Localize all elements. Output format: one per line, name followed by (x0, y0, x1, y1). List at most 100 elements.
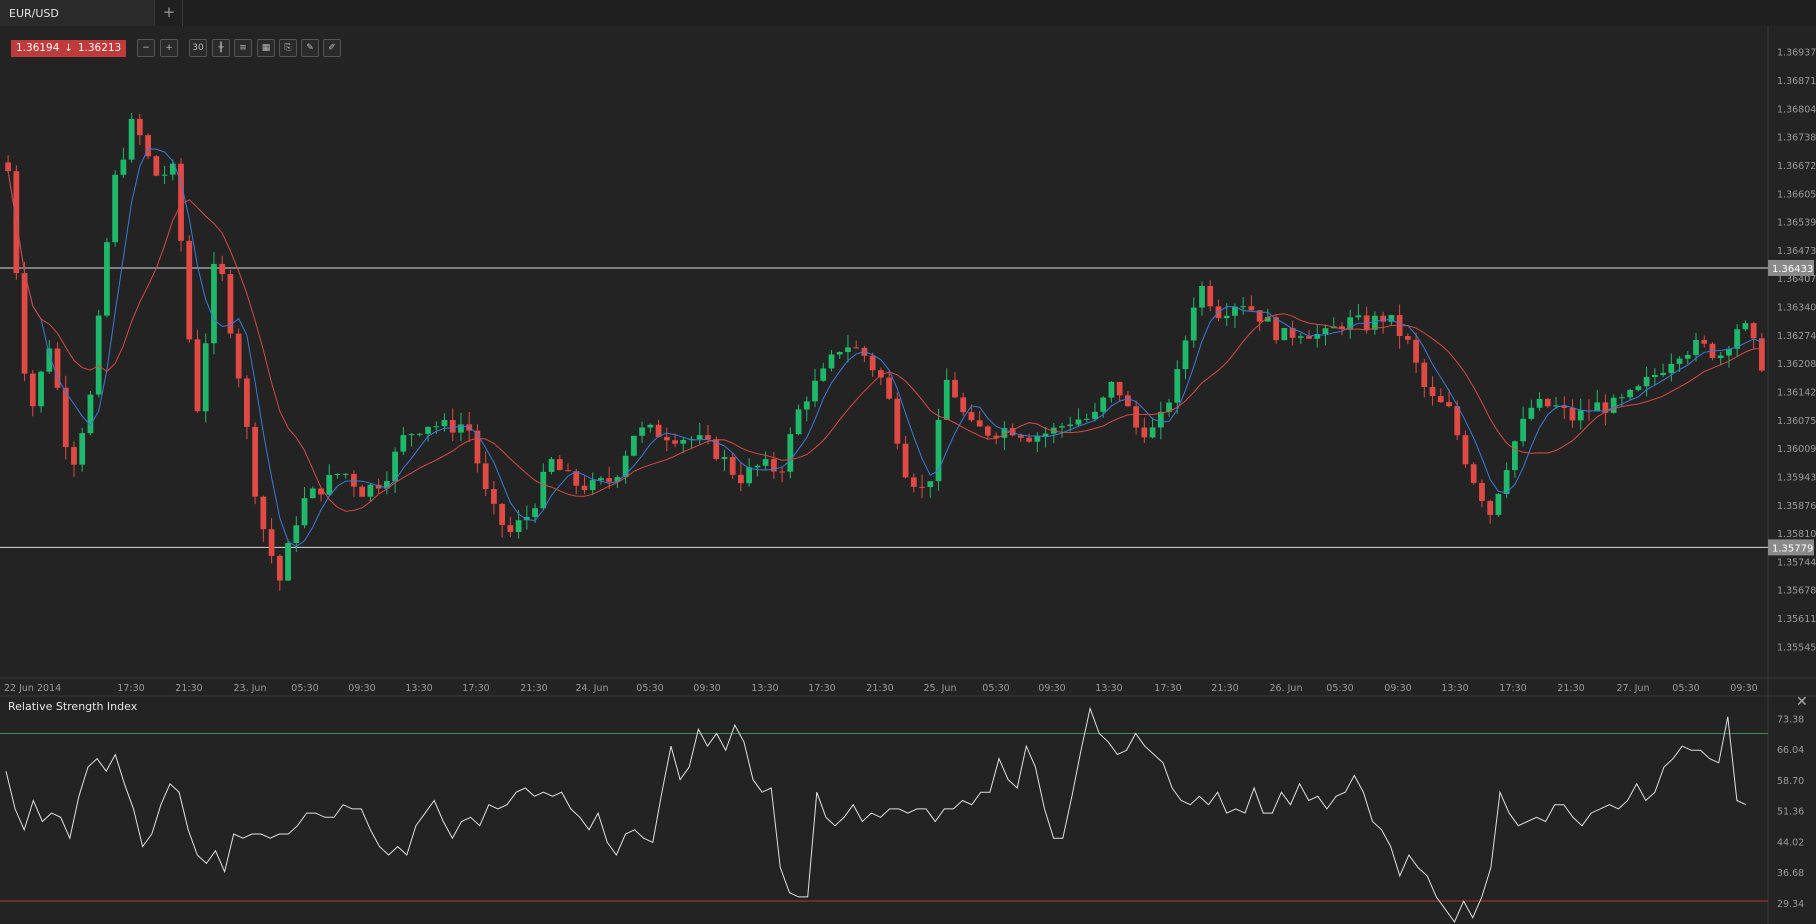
rsi-y-tick-label: 44.02 (1777, 837, 1804, 848)
pencil-icon[interactable]: ✐ (323, 39, 341, 57)
y-tick-label: 1.35876 (1777, 501, 1816, 512)
candle-body (1075, 419, 1082, 425)
candle-body (1602, 402, 1609, 413)
candle-body (1536, 398, 1543, 408)
candle-body (367, 484, 374, 497)
x-tick-label: 17:30 (1499, 683, 1526, 694)
bid-price: 1.36194 (16, 42, 60, 54)
x-tick-label: 13:30 (751, 683, 778, 694)
rsi-y-tick-label: 29.34 (1777, 899, 1804, 910)
candle-body (499, 503, 506, 526)
zoom-out-icon[interactable]: − (137, 39, 155, 57)
candle-body (943, 379, 950, 420)
tab-eurusd[interactable]: EUR/USD (0, 0, 155, 26)
candle-body (803, 401, 810, 410)
candles-group (5, 112, 1765, 591)
y-tick-label: 1.36804 (1777, 104, 1816, 115)
candle-body (935, 419, 942, 482)
candle-body (1479, 482, 1485, 502)
candle-body (696, 435, 703, 440)
candle-body (351, 473, 357, 487)
candle-body (738, 474, 744, 484)
candle-body (672, 440, 678, 444)
candle-body (754, 465, 761, 468)
candle-body (1429, 386, 1436, 397)
candle-body (556, 459, 563, 471)
x-tick-label: 17:30 (462, 683, 489, 694)
candle-body (581, 485, 588, 491)
candle-body (1413, 339, 1419, 363)
y-tick-label: 1.35810 (1777, 529, 1816, 540)
indicators-icon[interactable]: ≡ (234, 39, 252, 57)
candle-body (1149, 427, 1156, 438)
candle-body (1577, 410, 1584, 421)
candle-body (211, 263, 217, 344)
tab-label: EUR/USD (9, 7, 59, 20)
candle-body (985, 426, 991, 436)
x-tick-label: 26. Jun (1270, 683, 1303, 694)
price-line-label-bg (1768, 259, 1814, 276)
x-tick-label: 17:30 (808, 683, 835, 694)
candle-body (622, 455, 629, 478)
candle-body (680, 439, 687, 444)
candle-body (178, 163, 184, 241)
candle-body (1306, 336, 1312, 339)
candle-body (252, 426, 259, 497)
candle-body (1561, 405, 1568, 408)
arrow-down-icon: ↓ (64, 43, 73, 54)
candle-body (309, 488, 316, 499)
x-tick-label: 22 Jun 2014 (4, 683, 61, 694)
rsi-y-tick-label: 66.04 (1777, 745, 1804, 756)
candle-body (79, 433, 86, 465)
candle-body (326, 475, 333, 495)
candle-body (433, 426, 440, 428)
x-tick-label: 23. Jun (234, 683, 267, 694)
add-tab-button[interactable]: + (156, 0, 183, 26)
candle-body (136, 118, 143, 136)
x-tick-label: 21:30 (520, 683, 547, 694)
candle-body (1676, 358, 1683, 364)
candle-body (1034, 436, 1041, 442)
candle-body (202, 343, 209, 412)
zoom-in-icon[interactable]: + (160, 39, 178, 57)
y-tick-label: 1.36539 (1777, 218, 1816, 229)
candle-body (458, 424, 464, 433)
x-tick-label: 13:30 (1095, 683, 1122, 694)
candle-body (408, 434, 415, 436)
candle-body (219, 263, 226, 274)
timeframe-icon[interactable]: 30 (189, 39, 207, 57)
candle-body (1594, 402, 1601, 412)
candle-body (787, 434, 794, 472)
candle-body (375, 484, 382, 489)
chart-type-icon[interactable]: ▦ (257, 39, 275, 57)
x-tick-label: 05:30 (1326, 683, 1353, 694)
candle-body (441, 419, 448, 427)
x-tick-label: 09:30 (1730, 683, 1757, 694)
close-icon[interactable]: ✕ (1796, 694, 1808, 710)
y-tick-label: 1.36738 (1777, 133, 1816, 144)
candle-body (1273, 317, 1279, 341)
tab-bar: EUR/USD + (0, 0, 1816, 26)
y-tick-label: 1.36208 (1777, 359, 1816, 370)
candle-body (46, 348, 53, 372)
draw-icon[interactable]: ✎ (301, 39, 319, 57)
candle-body (21, 273, 28, 374)
candle-body (1116, 381, 1123, 396)
candle-body (1347, 317, 1354, 329)
candle-body (1454, 406, 1461, 436)
candle-body (968, 412, 975, 421)
candle-body (301, 498, 308, 526)
template-icon[interactable]: ⎘ (279, 39, 297, 57)
candle-body (112, 174, 119, 243)
y-tick-label: 1.36605 (1777, 189, 1816, 200)
y-tick-label: 1.36075 (1777, 416, 1816, 427)
candles-icon[interactable]: ╫ (212, 39, 230, 57)
candle-body (869, 355, 876, 371)
y-tick-label: 1.35545 (1777, 642, 1816, 653)
price-line-label: 1.36433 (1772, 264, 1813, 275)
candle-body (1404, 336, 1411, 340)
candle-body (342, 473, 349, 475)
candle-body (902, 443, 909, 478)
candle-body (1487, 501, 1494, 515)
